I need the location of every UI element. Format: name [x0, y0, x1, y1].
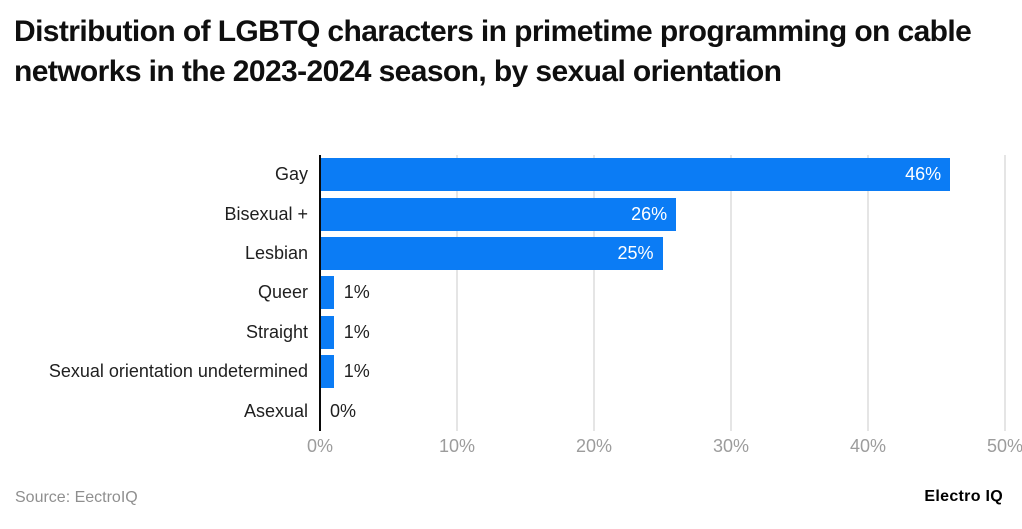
source-text: Source: EectroIQ — [15, 489, 138, 506]
bar: 25% — [320, 237, 663, 271]
gridline — [593, 155, 595, 431]
category-label: Gay — [274, 164, 308, 185]
x-tick-label: 0% — [306, 436, 334, 456]
bar-row: Lesbian 25% — [0, 234, 1005, 273]
category-label: Sexual orientation undetermined — [48, 361, 308, 382]
bar-track: 1% — [320, 276, 1005, 310]
bar-track: 0% — [320, 395, 1005, 428]
bar-row: Gay 46% — [0, 155, 1005, 194]
gridline — [730, 155, 732, 431]
bar — [320, 355, 334, 389]
x-tick-label: 30% — [712, 436, 750, 456]
value-label: 26% — [631, 203, 668, 224]
value-label: 1% — [343, 282, 370, 303]
value-label: 25% — [617, 243, 654, 264]
bar-track: 1% — [320, 355, 1005, 389]
x-tick-label: 40% — [849, 436, 887, 456]
category-label: Bisexual + — [224, 203, 308, 224]
bar-row: Queer 1% — [0, 273, 1005, 312]
category-label: Queer — [257, 282, 308, 303]
value-label: 0% — [330, 400, 357, 421]
category-label: Straight — [245, 321, 308, 342]
bar-row: Asexual 0% — [0, 392, 1005, 431]
bar-row: Bisexual + 26% — [0, 194, 1005, 233]
bar: 26% — [320, 197, 677, 231]
bar — [320, 276, 334, 310]
x-tick-label: 20% — [575, 436, 613, 456]
value-label: 1% — [343, 321, 370, 342]
brand-logo: Electro IQ — [924, 488, 1003, 505]
chart-title: Distribution of LGBTQ characters in prim… — [14, 15, 972, 88]
chart-gridlines — [319, 155, 1006, 431]
bar-track: 26% — [320, 197, 1005, 231]
x-tick-label: 50% — [986, 436, 1022, 456]
bar-track: 46% — [320, 158, 1005, 192]
bar-row: Straight 1% — [0, 313, 1005, 352]
gridline — [1004, 155, 1006, 431]
bar-row: Sexual orientation undetermined 1% — [0, 352, 1005, 391]
x-tick-label: 10% — [438, 436, 476, 456]
bar-track: 25% — [320, 237, 1005, 271]
value-label: 1% — [343, 361, 370, 382]
category-label: Asexual — [243, 400, 308, 421]
bar-track: 1% — [320, 315, 1005, 349]
category-label: Lesbian — [244, 243, 308, 264]
value-label: 46% — [905, 164, 942, 185]
gridline — [867, 155, 869, 431]
bar-chart: Gay 46% Bisexual +26% Lesbian 25% Queer 1% Stra… — [0, 155, 1022, 456]
y-axis-line — [319, 155, 321, 431]
bar-rows: Gay 46% Bisexual +26% Lesbian 25% Queer 1% Stra… — [0, 155, 1005, 431]
bar: 46% — [320, 158, 951, 192]
gridline — [456, 155, 458, 431]
bar — [320, 315, 334, 349]
